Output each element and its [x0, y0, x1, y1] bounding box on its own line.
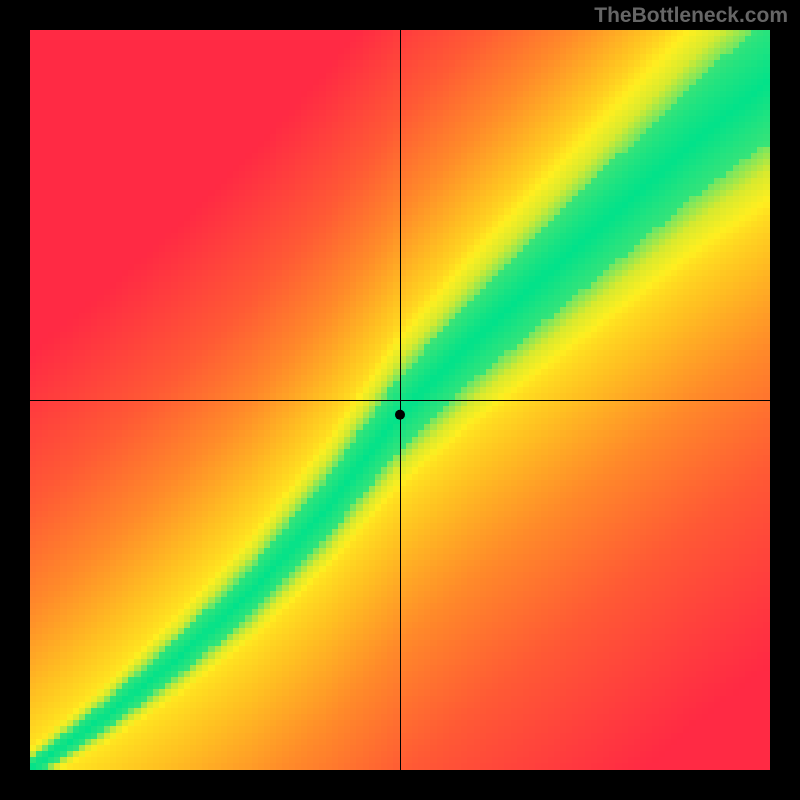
heatmap-canvas: [30, 30, 770, 770]
chart-container: TheBottleneck.com heatmap: [0, 0, 800, 800]
plot-area: [30, 30, 770, 770]
watermark-text: TheBottleneck.com: [594, 4, 788, 28]
